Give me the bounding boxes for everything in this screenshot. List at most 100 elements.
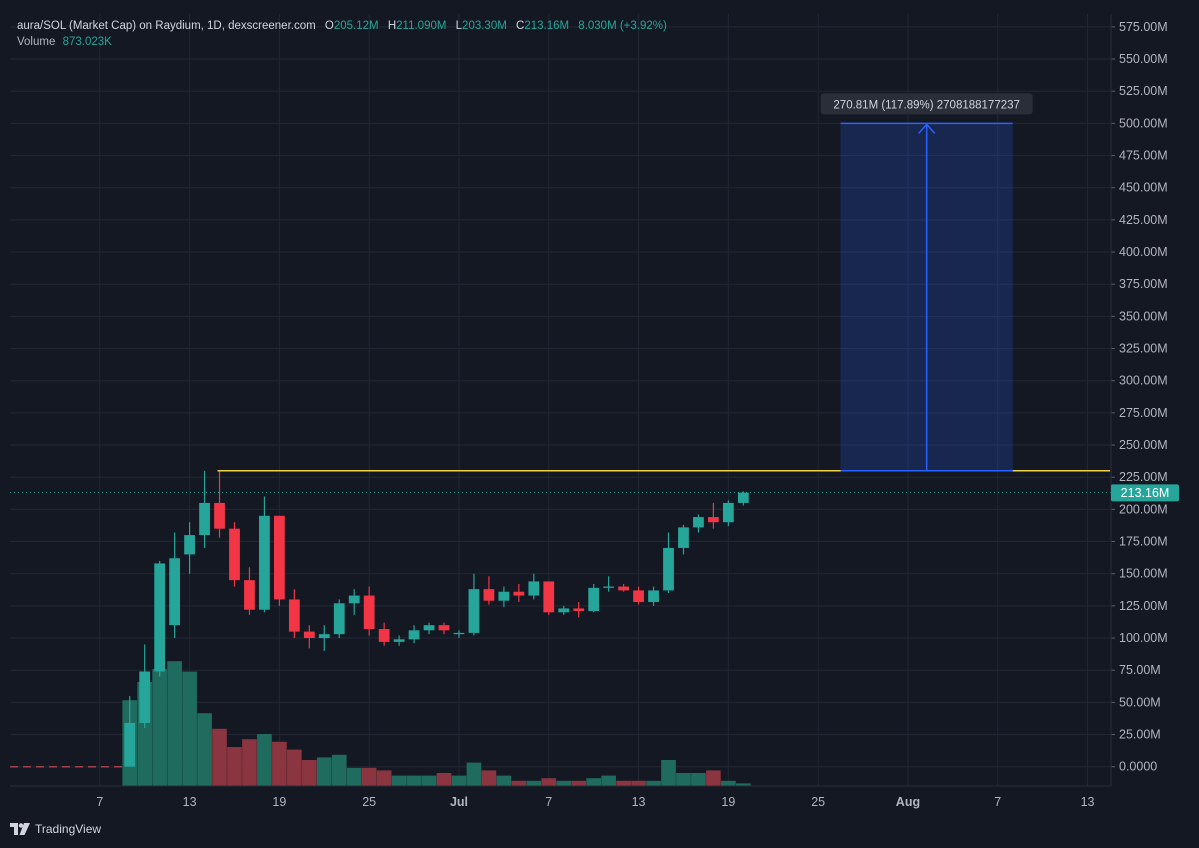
x-axis-tick-label: 19 xyxy=(272,795,286,809)
volume-bar xyxy=(631,780,646,786)
volume-label: Volume xyxy=(17,36,56,48)
candle-body[interactable] xyxy=(124,722,136,767)
y-axis-tick-label: 50.00M xyxy=(1119,695,1161,709)
x-axis-tick-label: 13 xyxy=(183,795,197,809)
volume-bar xyxy=(257,734,272,786)
candle-body[interactable] xyxy=(558,608,570,613)
y-axis-tick-label: 25.00M xyxy=(1119,728,1161,742)
candle-body[interactable] xyxy=(154,563,166,672)
y-axis-tick-label: 200.00M xyxy=(1119,502,1168,516)
volume-bar xyxy=(152,669,167,786)
candle-body[interactable] xyxy=(259,515,270,610)
volume-bar xyxy=(571,780,587,786)
candle-body[interactable] xyxy=(498,591,510,601)
x-axis-tick-label: 13 xyxy=(632,795,646,809)
candle-body[interactable] xyxy=(139,671,151,723)
volume-bar xyxy=(466,762,482,786)
volume-bar xyxy=(646,780,661,786)
candle-body[interactable] xyxy=(169,558,181,626)
y-axis-tick-label: 550.00M xyxy=(1119,52,1168,66)
volume-bar xyxy=(272,741,287,786)
candle-body[interactable] xyxy=(333,603,345,635)
x-axis-tick-label: Aug xyxy=(896,795,920,809)
y-axis-tick-label: 225.00M xyxy=(1119,470,1168,484)
x-axis-tick-label: 13 xyxy=(1081,795,1095,809)
candle-body[interactable] xyxy=(693,517,704,528)
measure-label: 270.81M (117.89%) 2708188177237 xyxy=(833,99,1020,111)
volume-bar xyxy=(197,713,212,786)
volume-bar xyxy=(616,780,631,786)
candle-body[interactable] xyxy=(184,535,195,555)
y-axis-tick-label: 175.00M xyxy=(1119,535,1168,549)
ohlc-close: C213.16M xyxy=(516,20,570,32)
y-axis-tick-label: 450.00M xyxy=(1119,181,1168,195)
candle-body[interactable] xyxy=(303,631,315,639)
volume-bar xyxy=(242,739,257,786)
volume-bar xyxy=(676,773,691,786)
candle-body[interactable] xyxy=(528,581,540,596)
candle-body[interactable] xyxy=(708,517,719,523)
candle-body[interactable] xyxy=(633,590,644,603)
candle-body[interactable] xyxy=(199,502,210,536)
candle-body[interactable] xyxy=(573,608,585,612)
candle-body[interactable] xyxy=(603,586,615,588)
volume-bar xyxy=(287,749,302,786)
y-axis-tick-label: 500.00M xyxy=(1119,116,1168,130)
candle-body[interactable] xyxy=(393,639,405,642)
candle-body[interactable] xyxy=(663,547,674,591)
tradingview-logo[interactable]: TradingView xyxy=(10,822,101,836)
volume-bar xyxy=(182,671,197,786)
candle-body[interactable] xyxy=(423,625,435,631)
candle-body[interactable] xyxy=(229,528,240,581)
candle-body[interactable] xyxy=(618,586,629,591)
x-axis-tick-label: 7 xyxy=(96,795,103,809)
volume-bar xyxy=(331,754,347,786)
candle-body[interactable] xyxy=(244,580,255,610)
candle-body[interactable] xyxy=(468,589,480,633)
y-axis-tick-label: 275.00M xyxy=(1119,406,1168,420)
candle-body[interactable] xyxy=(318,634,330,639)
x-axis-tick-label: 7 xyxy=(994,795,1001,809)
candle-body[interactable] xyxy=(363,595,375,630)
symbol-line: aura/SOL (Market Cap) on Raydium, 1D, de… xyxy=(17,20,316,32)
volume-bar xyxy=(586,778,602,786)
measure-arrow-head xyxy=(918,123,936,134)
x-axis-tick-label: Jul xyxy=(450,795,468,809)
candle-body[interactable] xyxy=(274,515,285,600)
candle-body[interactable] xyxy=(214,502,225,529)
y-axis-tick-label: 250.00M xyxy=(1119,438,1168,452)
volume-bar xyxy=(421,775,437,786)
last-price-badge xyxy=(1111,484,1179,502)
candle-body[interactable] xyxy=(737,492,749,503)
candle-body[interactable] xyxy=(483,589,495,601)
y-axis-tick-label: 350.00M xyxy=(1119,309,1168,323)
ohlc-low: L203.30M xyxy=(455,20,507,32)
candle-body[interactable] xyxy=(648,590,659,603)
candle-body[interactable] xyxy=(453,632,465,635)
volume-bar xyxy=(361,767,377,786)
ohlc-change: 8.030M (+3.92%) xyxy=(578,20,667,32)
volume-bar xyxy=(496,775,512,786)
volume-bar xyxy=(406,775,422,786)
candle-body[interactable] xyxy=(408,630,420,640)
x-axis-tick-label: 19 xyxy=(721,795,735,809)
candle-body[interactable] xyxy=(543,581,555,613)
candle-body[interactable] xyxy=(513,591,525,596)
candle-body[interactable] xyxy=(438,625,450,631)
volume-bar xyxy=(736,783,751,786)
volume-bar xyxy=(541,778,557,786)
tradingview-icon xyxy=(10,823,30,835)
candle-body[interactable] xyxy=(378,629,390,642)
candle-body[interactable] xyxy=(722,502,734,523)
candle-body[interactable] xyxy=(678,527,689,548)
y-axis-tick-label: 100.00M xyxy=(1119,631,1168,645)
candle-body[interactable] xyxy=(588,587,600,612)
candle-body[interactable] xyxy=(348,595,360,604)
volume-value: 873.023K xyxy=(62,36,112,48)
candle-body[interactable] xyxy=(288,599,300,632)
volume-bar xyxy=(167,661,182,786)
y-axis-tick-label: 475.00M xyxy=(1119,149,1168,163)
